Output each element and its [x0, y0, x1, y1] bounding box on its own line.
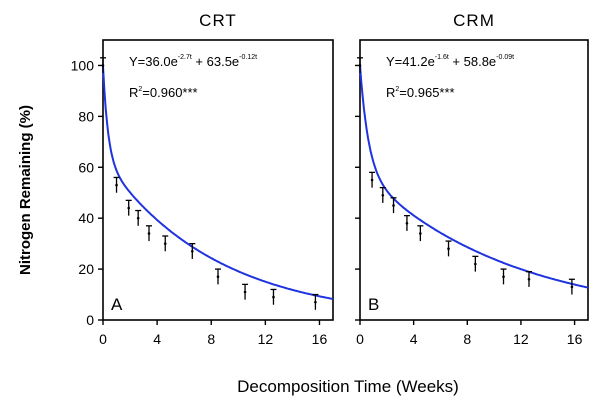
error-bar: [369, 171, 376, 188]
data-point: [447, 247, 450, 251]
y-tick-label: 0: [86, 312, 94, 328]
data-point: [405, 221, 409, 225]
x-tick-label: 4: [410, 331, 418, 347]
y-axis-label: Nitrogen Remaining (%): [17, 105, 34, 275]
error-bar: [125, 199, 132, 216]
y-tick-label: 20: [78, 261, 94, 277]
data-point: [243, 290, 247, 294]
error-bar: [162, 235, 169, 252]
y-tick-label: 40: [78, 210, 94, 226]
y-tick-label: 80: [78, 108, 94, 124]
data-point: [314, 300, 317, 304]
x-tick-label: 16: [567, 331, 583, 347]
x-tick-label: 0: [99, 331, 107, 347]
data-point: [419, 232, 422, 235]
r-squared-exponent: 2: [138, 86, 142, 93]
panel-letter: A: [111, 295, 123, 314]
data-point: [216, 275, 220, 279]
error-bar: [472, 255, 479, 272]
panel-letter: B: [368, 295, 379, 314]
data-point: [115, 183, 118, 187]
equation-part: + 58.8e: [449, 54, 496, 69]
data-point: [502, 275, 505, 279]
panel-title: CRT: [199, 11, 237, 30]
x-tick-label: 4: [153, 331, 161, 347]
x-tick-label: 8: [207, 331, 215, 347]
data-point: [127, 206, 131, 210]
plot-frame: [102, 39, 334, 321]
y-tick-label: 60: [78, 159, 94, 175]
x-axis-label: Decomposition Time (Weeks): [237, 377, 459, 396]
equation-exponent: -2.7t: [178, 54, 192, 61]
error-bar: [215, 268, 221, 285]
equation-part: Y=41.2e: [386, 54, 435, 69]
panel-crm: CRM 0 4 8 12 16 Y=41.2e-1.6t + 58.8e-0.09t R2=0…: [355, 11, 589, 347]
data-point: [163, 242, 167, 245]
error-bar: [525, 270, 532, 287]
error-bar: [417, 225, 424, 242]
fitted-curve: [102, 66, 334, 300]
fit-equation: Y=36.0e-2.7t + 63.5e-0.12t: [129, 54, 257, 69]
x-tick-label: 12: [513, 331, 529, 347]
y-tick-label: 100: [71, 57, 95, 73]
error-bar: [568, 278, 575, 295]
error-bar: [135, 209, 142, 226]
error-bar: [500, 268, 507, 285]
data-point: [272, 295, 275, 299]
plot-frame: [359, 39, 589, 321]
data-point: [381, 193, 385, 197]
equation-exponent: -0.12t: [239, 54, 257, 61]
error-bar: [390, 197, 397, 214]
error-bar: [100, 57, 106, 74]
fitted-curve: [359, 65, 589, 289]
equation-exponent: -0.09t: [496, 54, 514, 61]
x-tick-label: 16: [312, 331, 328, 347]
equation-part: Y=36.0e: [129, 54, 178, 69]
error-bar: [403, 214, 410, 231]
data-point: [474, 262, 477, 266]
fit-equation: Y=41.2e-1.6t + 58.8e-0.09t: [386, 54, 514, 69]
data-point: [370, 178, 374, 182]
data-point: [147, 232, 151, 235]
equation-part: + 63.5e: [192, 54, 239, 69]
error-bar: [146, 225, 152, 242]
r-squared: R2=0.965***: [386, 85, 455, 100]
error-bar: [189, 242, 196, 259]
error-bar: [312, 293, 319, 310]
error-bar: [445, 240, 452, 257]
x-tick-label: 8: [463, 331, 471, 347]
r-squared-symbol: R: [129, 85, 138, 100]
data-point: [358, 64, 362, 67]
r-squared-value: =0.965***: [399, 85, 454, 100]
data-point: [101, 64, 105, 67]
error-bar: [242, 283, 249, 300]
data-point: [190, 249, 194, 253]
data-point: [570, 285, 574, 289]
x-tick-label: 0: [356, 331, 364, 347]
error-bar: [270, 288, 277, 305]
panel-title: CRM: [453, 11, 495, 30]
error-bar: [357, 57, 363, 74]
x-tick-label: 12: [258, 331, 274, 347]
data-point: [136, 216, 140, 220]
error-bar: [113, 176, 120, 193]
data-point: [392, 204, 395, 207]
error-bar: [379, 186, 386, 203]
r-squared: R2=0.960***: [129, 85, 198, 100]
r-squared-exponent: 2: [395, 86, 399, 93]
r-squared-symbol: R: [386, 85, 395, 100]
data-point: [527, 277, 531, 281]
r-squared-value: =0.960***: [142, 85, 197, 100]
equation-exponent: -1.6t: [435, 54, 449, 61]
panel-crt: CRT 0 20 40 60 80 100 0 4 8 12 16 Y=36.0e-2.7t + 63.…: [71, 11, 334, 347]
